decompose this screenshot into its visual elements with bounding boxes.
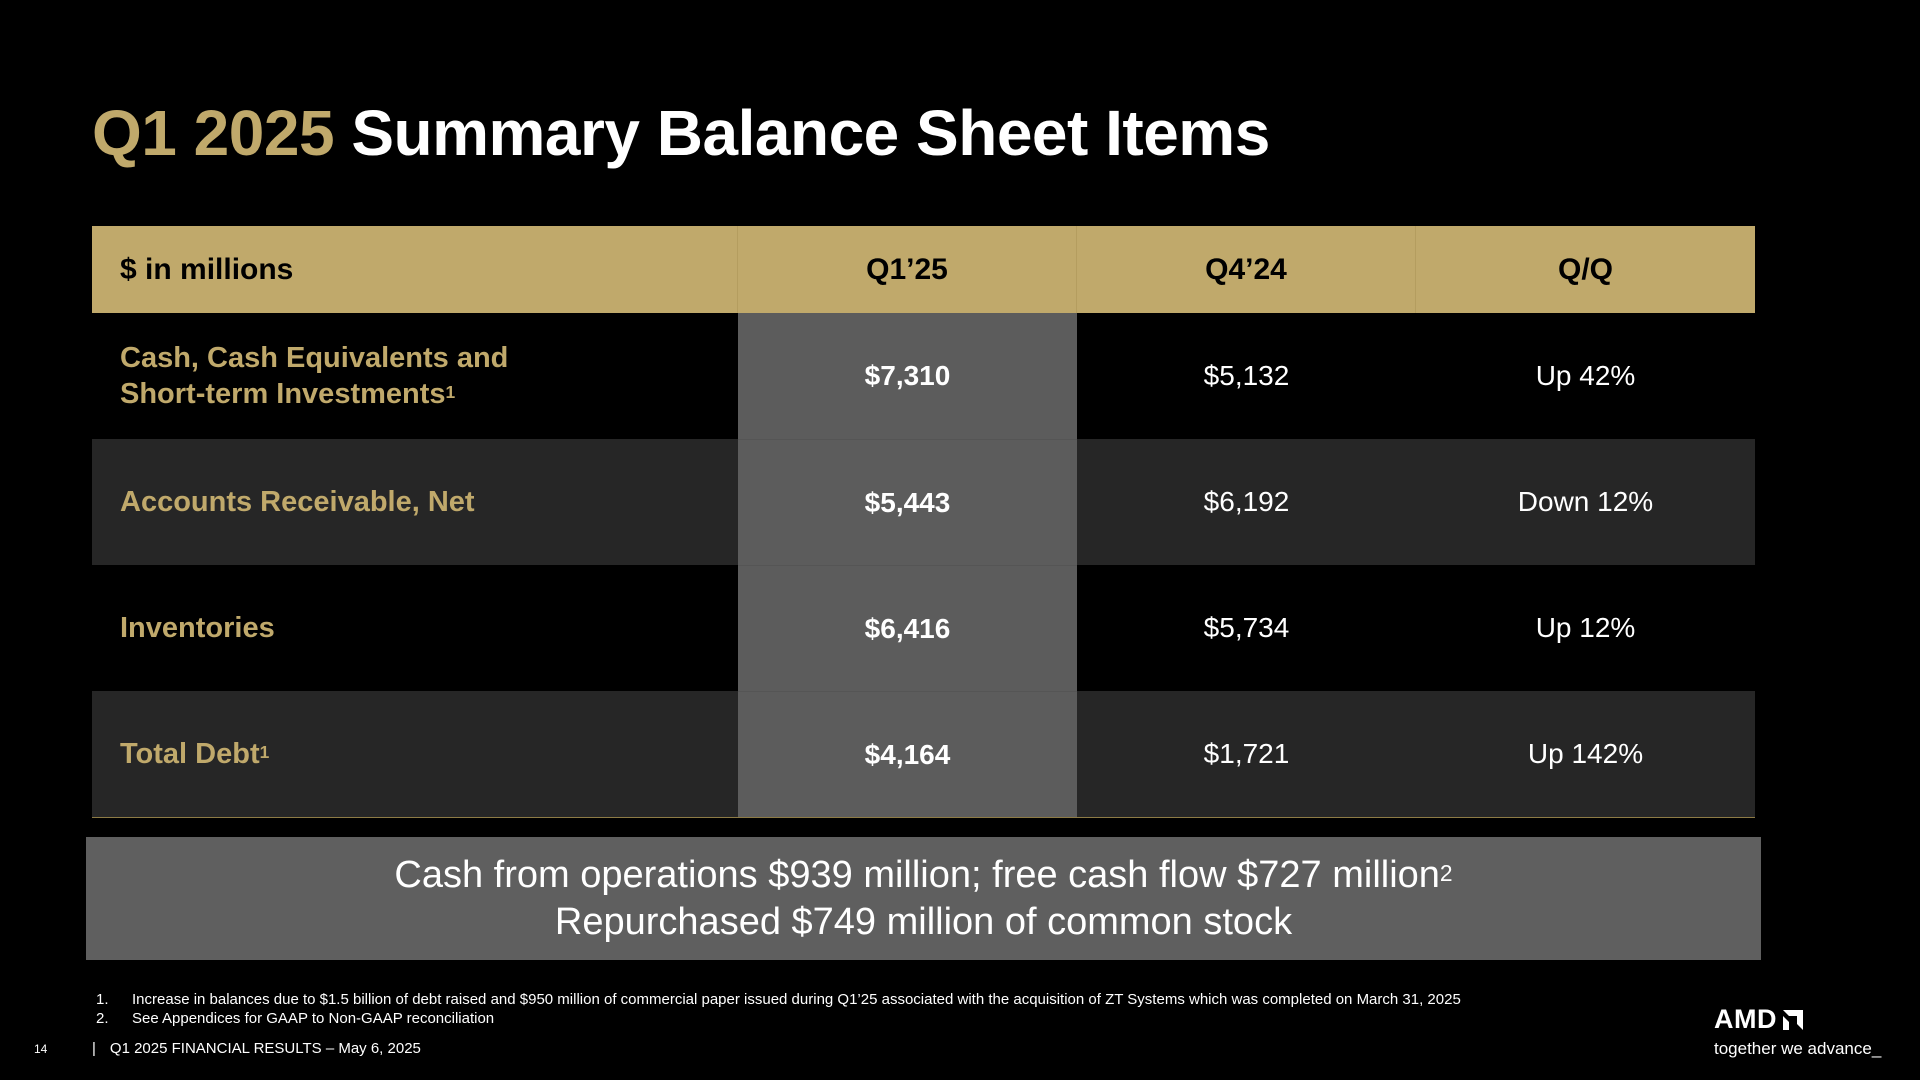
- cell-qq: Up 42%: [1535, 360, 1636, 391]
- footnote-ref: 1: [445, 382, 456, 402]
- logo-wordmark: AMD: [1714, 1004, 1777, 1034]
- cell-q1-25: $6,416: [738, 565, 1077, 691]
- table-row: Accounts Receivable, Net $5,443 $6,192 D…: [92, 439, 1755, 565]
- footnote-ref: 2: [1439, 859, 1453, 886]
- footnote-text: See Appendices for GAAP to Non-GAAP reco…: [132, 1010, 495, 1027]
- title-text: Summary Balance Sheet Items: [351, 97, 1270, 169]
- table-row: Cash, Cash Equivalents and Short-term In…: [92, 313, 1755, 439]
- footnote-text: Increase in balances due to $1.5 billion…: [132, 991, 1461, 1008]
- cell-q1-25: $5,443: [738, 439, 1077, 565]
- footnote-number: 2.: [96, 1010, 109, 1027]
- page-number: 14: [34, 1041, 48, 1056]
- table-header-row: $ in millions Q1’25 Q4’24 Q/Q: [92, 226, 1755, 313]
- row-label-text: Total Debt: [120, 738, 260, 770]
- cell-q4-24: $6,192: [1203, 486, 1290, 517]
- footnotes: 1. Increase in balances due to $1.5 bill…: [96, 990, 1461, 1028]
- amd-logo: AMD together we advance_: [1714, 1004, 1881, 1059]
- callout-line1: Cash from operations $939 million; free …: [394, 852, 1452, 899]
- footnote-item: 1. Increase in balances due to $1.5 bill…: [96, 990, 1461, 1009]
- row-label: Inventories: [120, 612, 275, 644]
- table-row: Inventories $6,416 $5,734 Up 12%: [92, 565, 1755, 691]
- footnote-ref: 1: [259, 742, 270, 762]
- cash-flow-callout: Cash from operations $939 million; free …: [86, 837, 1761, 960]
- header-q4-24: Q4’24: [1077, 226, 1416, 313]
- table-row: Total Debt 1 $4,164 $1,721 Up 142%: [92, 691, 1755, 817]
- footer-separator: |: [92, 1040, 96, 1057]
- cell-q1-25: $7,310: [738, 313, 1077, 439]
- title-period: Q1 2025: [92, 97, 335, 169]
- row-label-line2: Short-term Investments: [120, 378, 446, 410]
- footnote-number: 1.: [96, 991, 109, 1008]
- footer-text: Q1 2025 FINANCIAL RESULTS – May 6, 2025: [109, 1040, 421, 1057]
- footnote-item: 2. See Appendices for GAAP to Non-GAAP r…: [96, 1009, 1461, 1028]
- cell-qq: Down 12%: [1517, 486, 1654, 517]
- amd-arrow-icon: [1783, 1009, 1803, 1030]
- logo-brand: AMD: [1714, 1004, 1881, 1035]
- cell-qq: Up 142%: [1527, 738, 1644, 769]
- cell-q4-24: $1,721: [1203, 738, 1290, 769]
- balance-sheet-table: $ in millions Q1’25 Q4’24 Q/Q Cash, Cash…: [92, 226, 1755, 818]
- header-qq: Q/Q: [1557, 252, 1613, 286]
- logo-tagline: together we advance_: [1714, 1039, 1882, 1058]
- cell-qq: Up 12%: [1535, 612, 1636, 643]
- cell-q4-24: $5,734: [1203, 612, 1290, 643]
- header-q1-25: Q1’25: [738, 226, 1077, 313]
- page-title: Q1 2025 Summary Balance Sheet Items: [92, 96, 1270, 170]
- cell-q1-25: $4,164: [738, 691, 1077, 817]
- callout-line2: Repurchased $749 million of common stock: [554, 900, 1293, 943]
- slide-footer: 14 | Q1 2025 FINANCIAL RESULTS – May 6, …: [34, 1040, 421, 1057]
- row-label-line1: Cash, Cash Equivalents and: [120, 342, 509, 374]
- header-label: $ in millions: [92, 226, 738, 313]
- cell-q4-24: $5,132: [1203, 360, 1290, 391]
- row-label: Cash, Cash Equivalents and Short-term In…: [92, 313, 738, 439]
- row-label: Accounts Receivable, Net: [120, 486, 475, 518]
- row-label: Total Debt 1: [92, 691, 738, 817]
- callout-line1-text: Cash from operations $939 million; free …: [394, 853, 1440, 896]
